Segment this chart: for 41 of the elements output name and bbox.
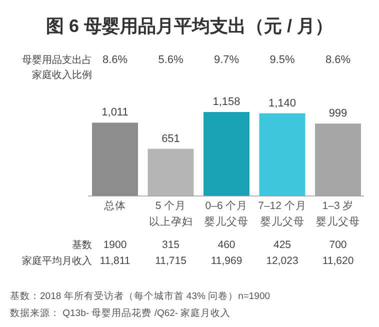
text: 以上孕妇 [148, 215, 193, 228]
bar [204, 112, 250, 196]
text: 1900 [103, 239, 127, 251]
text: 12,023 [266, 255, 298, 267]
x-tick-label: 7–12 个月 [258, 200, 306, 212]
data-label: 1,140 [268, 97, 296, 110]
text: 基数：2018 年所有受访者（每个城市首 43% 问卷）n=1900 [10, 290, 270, 302]
text: 11,620 [322, 255, 354, 267]
text: 425 [273, 239, 292, 251]
text: 婴儿父母 [316, 215, 360, 228]
x-tick-label: 5 个月 [155, 200, 186, 212]
bar [92, 122, 138, 196]
text: 11,969 [210, 255, 242, 267]
data-label: 651 [162, 132, 180, 145]
bar [259, 113, 306, 196]
text: 315 [162, 239, 180, 251]
chart-title: 图 6 母婴用品月平均支出（元 / 月） [46, 16, 334, 36]
text: 5.6% [158, 54, 184, 66]
text: 9.5% [270, 54, 295, 66]
data-label: 1,011 [102, 106, 128, 119]
text: 700 [329, 239, 347, 251]
data-label: 1,158 [212, 96, 240, 108]
text: 9.7% [214, 54, 240, 66]
x-tick-label: 总体 [103, 199, 126, 212]
bar [148, 148, 194, 196]
text: 婴儿父母 [204, 215, 248, 228]
x-tick-label: 1–3 岁 [322, 200, 354, 212]
text: 婴儿父母 [260, 215, 304, 228]
text: 母婴用品支出占 [22, 54, 92, 66]
text: 家庭平均月收入 [22, 255, 92, 267]
source-note: 数据来源： Q13b- 母婴用品花费 /Q62- 家庭月收入 [10, 307, 231, 319]
text: 11,811 [100, 255, 130, 267]
text: 11,715 [155, 255, 187, 267]
text: 家庭收入比例 [32, 69, 92, 81]
text: 460 [218, 239, 236, 251]
x-tick-label: 0–6 个月 [205, 200, 248, 212]
data-label: 999 [328, 108, 348, 120]
text: 8.6% [102, 54, 128, 66]
text: 8.6% [325, 54, 351, 66]
bar [315, 124, 361, 196]
text: 基数 [72, 239, 92, 251]
